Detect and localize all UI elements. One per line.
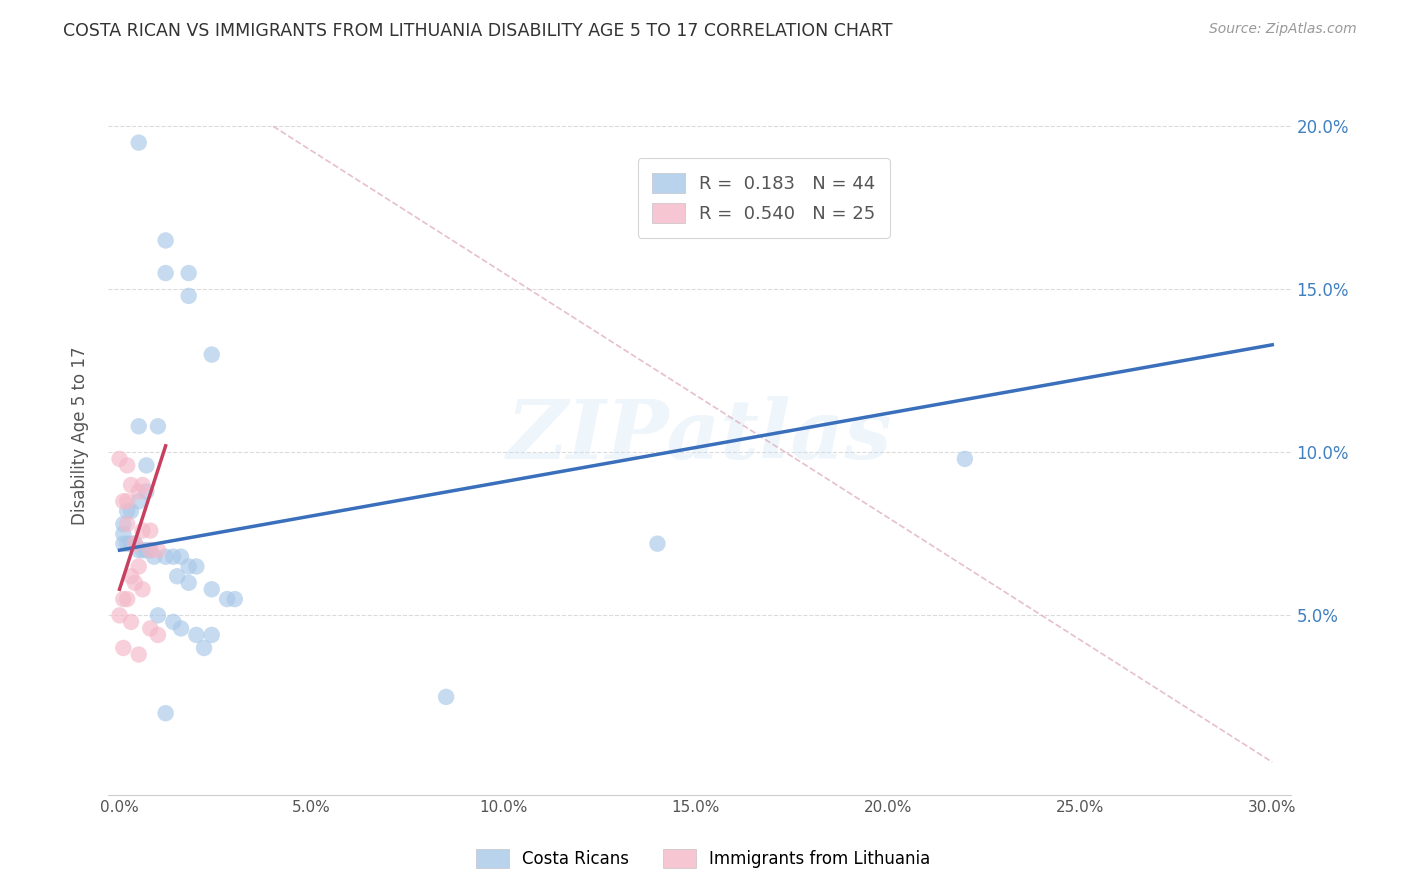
Point	[120, 615, 142, 629]
Point	[128, 543, 150, 558]
Point	[647, 536, 669, 550]
Point	[155, 549, 177, 564]
Point	[135, 458, 157, 473]
Point	[177, 575, 200, 590]
Point	[120, 536, 142, 550]
Point	[217, 592, 239, 607]
Point	[177, 559, 200, 574]
Point	[108, 451, 131, 466]
Point	[112, 517, 135, 532]
Point	[162, 549, 184, 564]
Point	[139, 543, 162, 558]
Point	[124, 536, 146, 550]
Point	[128, 494, 150, 508]
Point	[186, 559, 208, 574]
Legend: Costa Ricans, Immigrants from Lithuania: Costa Ricans, Immigrants from Lithuania	[468, 842, 938, 875]
Point	[146, 543, 169, 558]
Point	[177, 289, 200, 303]
Point	[115, 494, 138, 508]
Point	[143, 549, 166, 564]
Point	[108, 608, 131, 623]
Point	[131, 543, 153, 558]
Text: COSTA RICAN VS IMMIGRANTS FROM LITHUANIA DISABILITY AGE 5 TO 17 CORRELATION CHAR: COSTA RICAN VS IMMIGRANTS FROM LITHUANIA…	[63, 22, 893, 40]
Point	[201, 628, 224, 642]
Point	[155, 706, 177, 721]
Point	[166, 569, 188, 583]
Legend: R =  0.183   N = 44, R =  0.540   N = 25: R = 0.183 N = 44, R = 0.540 N = 25	[638, 158, 890, 238]
Point	[112, 592, 135, 607]
Point	[124, 536, 146, 550]
Point	[139, 543, 162, 558]
Point	[112, 494, 135, 508]
Point	[112, 527, 135, 541]
Point	[224, 592, 246, 607]
Point	[124, 575, 146, 590]
Point	[139, 622, 162, 636]
Point	[170, 622, 193, 636]
Point	[193, 640, 215, 655]
Point	[170, 549, 193, 564]
Point	[434, 690, 457, 704]
Point	[186, 628, 208, 642]
Point	[115, 592, 138, 607]
Point	[115, 458, 138, 473]
Point	[162, 615, 184, 629]
Y-axis label: Disability Age 5 to 17: Disability Age 5 to 17	[72, 347, 89, 525]
Text: ZIPatlas: ZIPatlas	[508, 396, 893, 476]
Point	[155, 266, 177, 280]
Point	[953, 451, 976, 466]
Point	[120, 504, 142, 518]
Point	[120, 478, 142, 492]
Point	[120, 569, 142, 583]
Point	[128, 648, 150, 662]
Point	[115, 517, 138, 532]
Point	[135, 543, 157, 558]
Point	[139, 524, 162, 538]
Point	[128, 136, 150, 150]
Point	[131, 478, 153, 492]
Point	[128, 484, 150, 499]
Point	[128, 559, 150, 574]
Point	[155, 234, 177, 248]
Point	[201, 582, 224, 597]
Point	[201, 347, 224, 361]
Point	[115, 536, 138, 550]
Point	[115, 504, 138, 518]
Point	[131, 582, 153, 597]
Point	[177, 266, 200, 280]
Point	[128, 419, 150, 434]
Point	[146, 608, 169, 623]
Point	[131, 524, 153, 538]
Point	[146, 628, 169, 642]
Text: Source: ZipAtlas.com: Source: ZipAtlas.com	[1209, 22, 1357, 37]
Point	[112, 640, 135, 655]
Point	[112, 536, 135, 550]
Point	[146, 419, 169, 434]
Point	[135, 484, 157, 499]
